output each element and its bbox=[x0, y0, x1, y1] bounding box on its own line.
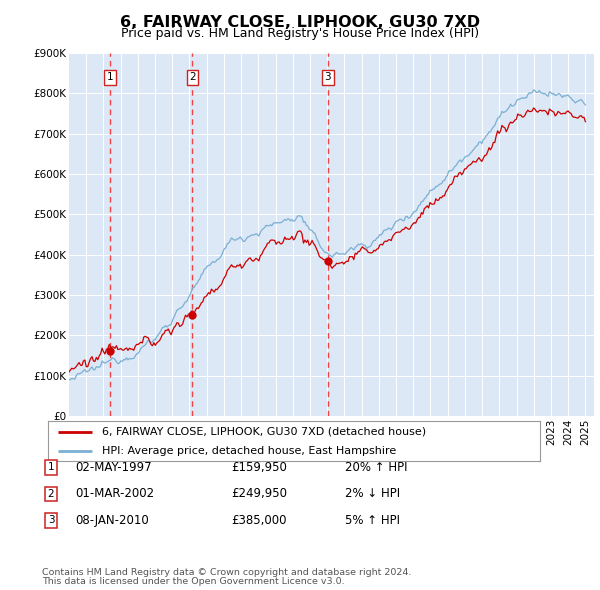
Text: 1: 1 bbox=[106, 73, 113, 82]
Text: HPI: Average price, detached house, East Hampshire: HPI: Average price, detached house, East… bbox=[102, 446, 397, 456]
Text: 02-MAY-1997: 02-MAY-1997 bbox=[75, 461, 152, 474]
Text: 08-JAN-2010: 08-JAN-2010 bbox=[75, 514, 149, 527]
Text: 3: 3 bbox=[47, 516, 55, 525]
Text: 2% ↓ HPI: 2% ↓ HPI bbox=[345, 487, 400, 500]
Text: 01-MAR-2002: 01-MAR-2002 bbox=[75, 487, 154, 500]
Text: 6, FAIRWAY CLOSE, LIPHOOK, GU30 7XD (detached house): 6, FAIRWAY CLOSE, LIPHOOK, GU30 7XD (det… bbox=[102, 427, 426, 437]
Text: This data is licensed under the Open Government Licence v3.0.: This data is licensed under the Open Gov… bbox=[42, 578, 344, 586]
Text: £159,950: £159,950 bbox=[231, 461, 287, 474]
Text: £249,950: £249,950 bbox=[231, 487, 287, 500]
Text: 2: 2 bbox=[47, 489, 55, 499]
Text: Contains HM Land Registry data © Crown copyright and database right 2024.: Contains HM Land Registry data © Crown c… bbox=[42, 568, 412, 577]
Text: 3: 3 bbox=[325, 73, 331, 82]
Text: 20% ↑ HPI: 20% ↑ HPI bbox=[345, 461, 407, 474]
Text: 6, FAIRWAY CLOSE, LIPHOOK, GU30 7XD: 6, FAIRWAY CLOSE, LIPHOOK, GU30 7XD bbox=[120, 15, 480, 30]
Text: 2: 2 bbox=[189, 73, 196, 82]
Text: £385,000: £385,000 bbox=[231, 514, 287, 527]
Text: 1: 1 bbox=[47, 463, 55, 472]
Text: 5% ↑ HPI: 5% ↑ HPI bbox=[345, 514, 400, 527]
Text: Price paid vs. HM Land Registry's House Price Index (HPI): Price paid vs. HM Land Registry's House … bbox=[121, 27, 479, 40]
